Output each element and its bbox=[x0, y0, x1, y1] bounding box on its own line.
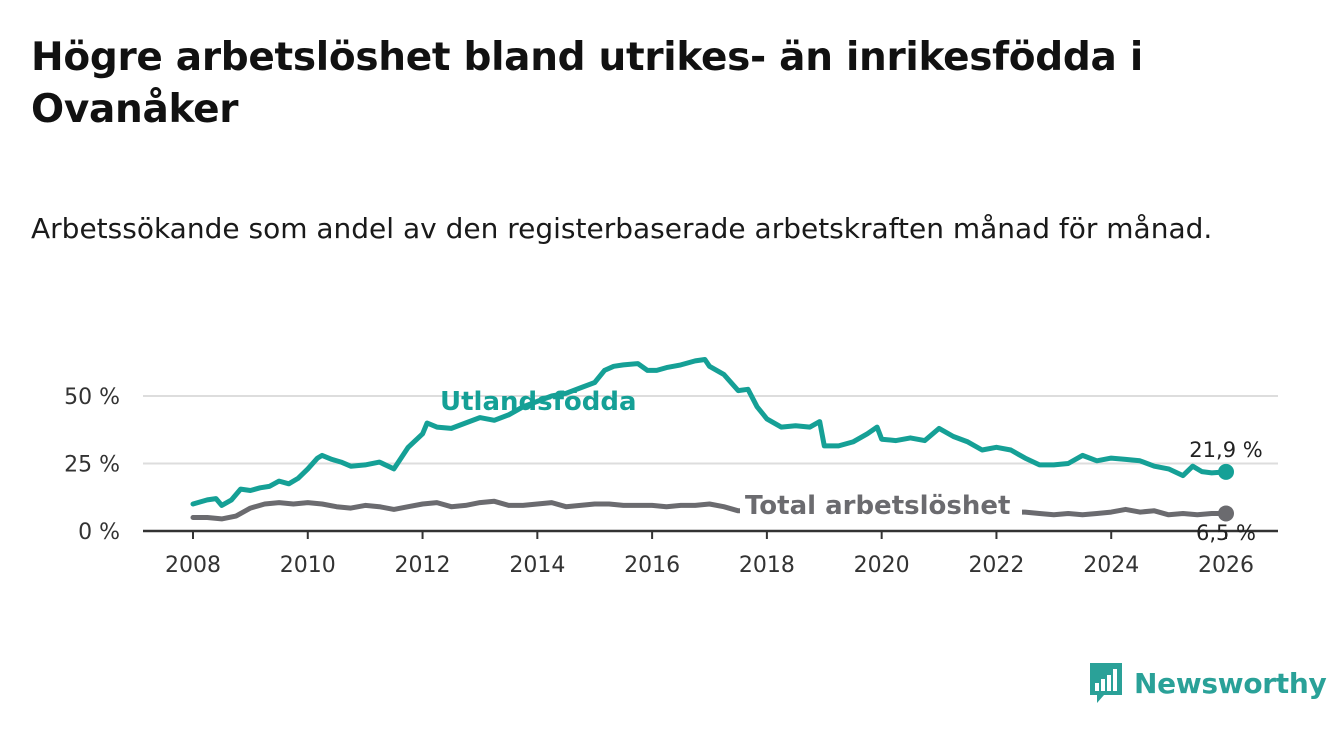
x-tick-label: 2018 bbox=[739, 553, 795, 578]
x-tick-label: 2024 bbox=[1083, 553, 1139, 578]
y-axis: 0 % 25 % 50 % bbox=[64, 385, 120, 545]
end-point-utlandsfodda bbox=[1218, 463, 1234, 480]
series-line-utlandsfodda bbox=[190, 357, 1229, 508]
newsworthy-logo: Newsworthy bbox=[1088, 660, 1327, 706]
x-tick-label: 2022 bbox=[968, 553, 1024, 578]
brand-name: Newsworthy bbox=[1134, 666, 1327, 700]
series-label-utlandsfodda: Utlandsfödda bbox=[440, 387, 637, 417]
series-line-total bbox=[190, 498, 1229, 522]
x-axis: 2008 2010 2012 2014 2016 2018 2020 2022 2024 2026 bbox=[165, 531, 1254, 578]
series-label-total: Total arbetslöshet bbox=[745, 491, 1010, 521]
page-title: Högre arbetslöshet bland utrikes- än inr… bbox=[31, 35, 1143, 132]
x-tick-label: 2026 bbox=[1198, 553, 1254, 578]
total-label-background bbox=[740, 489, 1022, 525]
x-tick-label: 2012 bbox=[395, 553, 451, 578]
chart-subtitle: Arbetssökande som andel av den registerb… bbox=[31, 212, 1213, 245]
x-tick-label: 2016 bbox=[624, 553, 680, 578]
x-tick-label: 2008 bbox=[165, 553, 221, 578]
end-point-total bbox=[1218, 505, 1234, 522]
end-label-utlandsfodda: 21,9 % bbox=[1189, 438, 1262, 462]
series-layer bbox=[190, 357, 1234, 522]
grid-layer bbox=[143, 395, 1278, 533]
series-labels: Utlandsfödda Total arbetslöshet 21,9 % 6… bbox=[440, 387, 1263, 545]
y-tick-label: 0 % bbox=[78, 520, 120, 545]
x-tick-label: 2010 bbox=[280, 553, 336, 578]
bar-chart-speech-bubble-icon bbox=[1090, 663, 1122, 703]
y-tick-label: 25 % bbox=[64, 453, 120, 478]
y-tick-label: 50 % bbox=[64, 385, 120, 410]
end-label-total: 6,5 % bbox=[1196, 521, 1256, 545]
x-tick-label: 2014 bbox=[509, 553, 565, 578]
x-tick-label: 2020 bbox=[854, 553, 910, 578]
